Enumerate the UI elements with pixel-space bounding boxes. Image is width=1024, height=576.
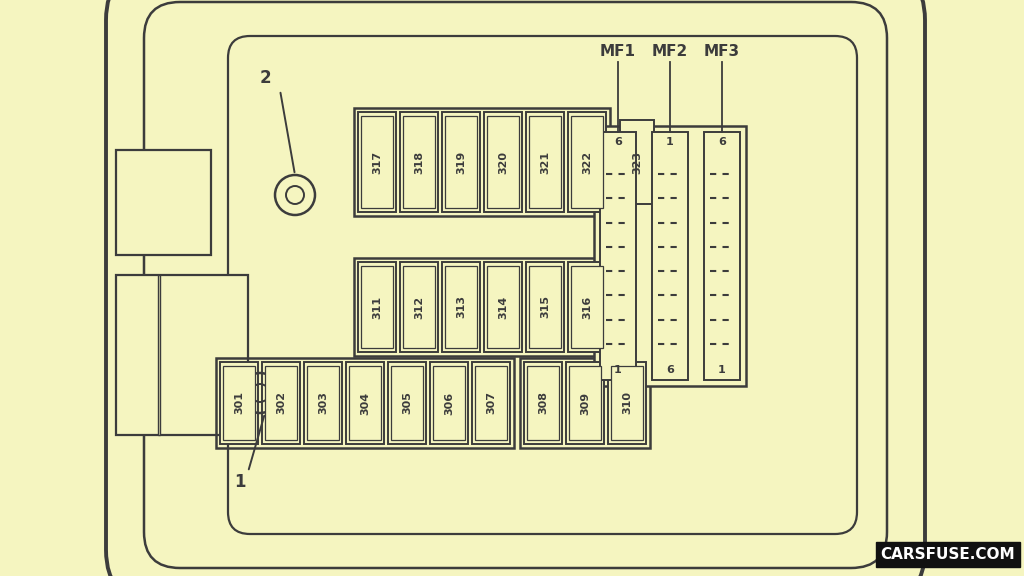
Text: 307: 307 [486, 392, 496, 415]
Text: 306: 306 [444, 392, 454, 415]
Bar [400, 112, 438, 212]
Bar [569, 366, 601, 440]
Text: 1: 1 [718, 365, 726, 375]
Text: 313: 313 [456, 295, 466, 319]
Text: 1: 1 [234, 473, 246, 491]
Bar [611, 366, 643, 440]
Bar [475, 366, 507, 440]
Bar [116, 150, 211, 255]
Text: 2: 2 [259, 69, 270, 87]
Text: CARSFUSE.COM: CARSFUSE.COM [881, 547, 1015, 562]
Bar [354, 258, 610, 356]
Bar [442, 262, 480, 352]
Text: 315: 315 [540, 295, 550, 319]
Bar [571, 266, 603, 348]
Bar [472, 362, 510, 444]
Text: 316: 316 [582, 295, 592, 319]
Bar [520, 358, 650, 448]
Bar [361, 116, 393, 208]
Bar [223, 366, 255, 440]
Text: 319: 319 [456, 150, 466, 173]
Bar [608, 362, 646, 444]
Text: 6: 6 [614, 137, 622, 147]
Text: 1: 1 [667, 137, 674, 147]
Text: 305: 305 [402, 392, 412, 415]
Text: 302: 302 [276, 392, 286, 415]
Bar [445, 116, 477, 208]
Bar [566, 362, 604, 444]
Text: 321: 321 [540, 150, 550, 173]
Text: 320: 320 [498, 150, 508, 173]
FancyBboxPatch shape [144, 2, 887, 568]
FancyBboxPatch shape [228, 36, 857, 534]
Bar [526, 262, 564, 352]
Text: 310: 310 [622, 392, 632, 415]
Bar [571, 116, 603, 208]
Bar [403, 116, 435, 208]
Bar [529, 116, 561, 208]
Text: 6: 6 [718, 137, 726, 147]
Bar [430, 362, 468, 444]
Text: MF3: MF3 [703, 44, 740, 59]
Bar [442, 112, 480, 212]
Text: 6: 6 [666, 365, 674, 375]
Bar [265, 366, 297, 440]
Bar [526, 112, 564, 212]
Bar [620, 120, 654, 204]
Bar [358, 112, 396, 212]
Text: 322: 322 [582, 150, 592, 173]
Text: MF1: MF1 [600, 44, 636, 59]
Text: 308: 308 [538, 392, 548, 415]
Bar [220, 362, 258, 444]
Text: 312: 312 [414, 295, 424, 319]
Text: 309: 309 [580, 392, 590, 415]
Bar [358, 262, 396, 352]
Text: 303: 303 [318, 392, 328, 415]
Bar [445, 266, 477, 348]
Bar [346, 362, 384, 444]
Text: MF2: MF2 [652, 44, 688, 59]
Bar [349, 366, 381, 440]
Text: 318: 318 [414, 150, 424, 173]
Bar [705, 132, 740, 380]
Bar [568, 262, 606, 352]
Bar [158, 275, 160, 435]
Text: 323: 323 [632, 150, 642, 173]
Bar [304, 362, 342, 444]
Bar [307, 366, 339, 440]
Bar [568, 112, 606, 212]
Bar [484, 112, 522, 212]
Bar [484, 262, 522, 352]
FancyBboxPatch shape [106, 0, 925, 576]
Bar [652, 132, 688, 380]
Bar [116, 275, 248, 435]
Text: 311: 311 [372, 295, 382, 319]
Bar [216, 358, 514, 448]
Bar [524, 362, 562, 444]
Text: 301: 301 [234, 392, 244, 415]
Bar [487, 116, 519, 208]
Bar [487, 266, 519, 348]
Bar [388, 362, 426, 444]
Bar [600, 132, 636, 380]
Text: 314: 314 [498, 295, 508, 319]
Bar [529, 266, 561, 348]
Text: 317: 317 [372, 150, 382, 173]
Bar [433, 366, 465, 440]
Text: 304: 304 [360, 392, 370, 415]
Bar [391, 366, 423, 440]
Bar [361, 266, 393, 348]
Text: 1: 1 [614, 365, 622, 375]
Bar [354, 108, 610, 216]
Bar [262, 362, 300, 444]
Bar [527, 366, 559, 440]
Bar [594, 126, 746, 386]
Bar [400, 262, 438, 352]
Bar [403, 266, 435, 348]
